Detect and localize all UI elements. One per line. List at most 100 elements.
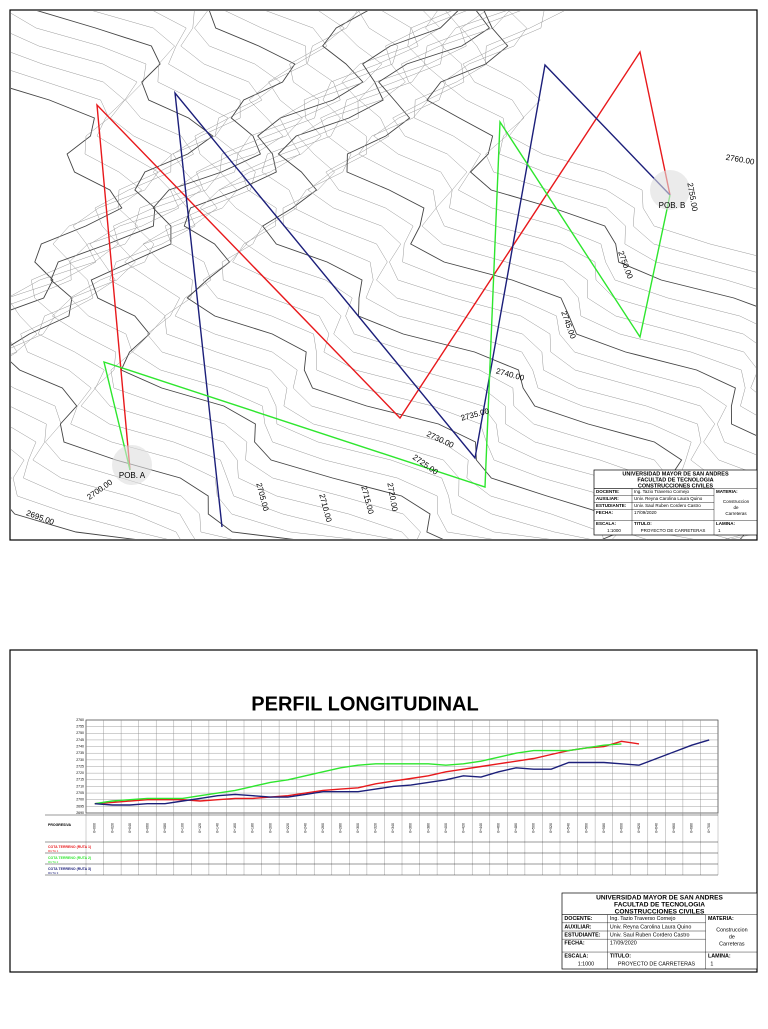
x-tick-label: 0+540 [567,823,571,833]
profile-line [94,743,622,805]
x-tick-label: 0+240 [303,823,307,833]
x-tick-label: 0+640 [654,823,658,833]
x-tick-label: 0+620 [637,823,641,833]
x-tick-label: 0+560 [584,823,588,833]
y-tick-label: 2745 [76,738,84,742]
block-header: FACULTAD DE TECNOLOGIA [637,477,713,483]
contour [183,11,621,539]
block-value: PROYECTO DE CARRETERAS [618,962,696,968]
x-tick-label: 0+500 [532,823,536,833]
block-value: 1:1000 [607,528,621,533]
block-header: CONSTRUCCIONES CIVILES [638,483,714,489]
block-label: MATERIA: [716,489,738,494]
block-label: LAMINA: [716,521,735,526]
block-label: DOCENTE: [564,916,592,922]
block-value: PROYECTO DE CARRETERAS [641,528,706,533]
block-value: Univ. Reyna Carolina Laura Quino [610,924,691,930]
x-tick-label: 0+000 [93,823,97,833]
route-red [96,50,671,471]
contour [11,12,233,539]
block-value: Ing. Tazio Traverso Cornejo [634,489,689,494]
block-value: Construccion de Carreteras [716,928,747,948]
x-tick-label: 0+320 [374,823,378,833]
x-tick-label: 0+660 [672,823,676,833]
x-tick-label: 0+480 [514,823,518,833]
block-header: CONSTRUCCIONES CIVILES [615,908,705,915]
x-tick-label: 0+180 [251,823,255,833]
contour [142,11,591,539]
pob-a: POB. A [119,471,146,480]
x-tick-label: 0+200 [268,823,272,833]
contour [282,11,756,539]
y-tick-label: 2735 [76,751,84,755]
row-label: PROGRESIVA [48,823,72,827]
block-value: Univ. Saul Ruben Cordero Castro [610,933,690,939]
block-label: ESCALA: [564,954,588,960]
block-label: FECHA: [564,941,585,947]
block-label: FECHA: [596,510,613,515]
y-tick-label: 2725 [76,764,84,768]
x-tick-label: 0+600 [619,823,623,833]
contour [245,11,731,539]
contour [51,11,409,539]
block-label: ESCALA: [596,521,617,526]
y-tick-label: 2715 [76,778,84,782]
contour [484,11,756,256]
x-tick-label: 0+280 [338,823,342,833]
profile-line [94,739,710,806]
x-tick-label: 0+080 [163,823,167,833]
route-green [103,119,671,488]
y-tick-label: 2755 [76,725,84,729]
route-blue [174,63,671,528]
y-tick-label: 2695 [76,804,84,808]
block-label: AUXILIAR: [596,496,619,501]
title-block: UNIVERSIDAD MAYOR DE SAN ANDRESFACULTAD … [593,469,758,536]
x-tick-label: 0+140 [216,823,220,833]
x-tick-label: 0+580 [602,823,606,833]
y-tick-label: 2730 [76,758,84,762]
contour [414,11,756,325]
block-value: 1:1000 [578,962,594,968]
y-tick-label: 2710 [76,784,84,788]
contour [373,11,756,393]
contour [37,11,394,539]
x-tick-label: 0+220 [286,823,290,833]
legend-entry: RUTA 2 [48,860,59,864]
legend-entry: RUTA 3 [48,871,59,875]
pob-b-hatch [650,170,690,210]
x-tick-label: 0+360 [409,823,413,833]
contour [262,11,748,539]
row-label: COTA TERRENO (RUTA 3) [48,867,91,871]
contours [11,11,756,539]
block-value: Univ. Saul Ruben Cordero Castro [634,503,701,508]
title-block: UNIVERSIDAD MAYOR DE SAN ANDRESFACULTAD … [561,892,758,970]
y-tick-label: 2705 [76,791,84,795]
contour [293,11,756,539]
row-label: COTA TERRENO (RUTA 1) [48,845,91,849]
contour [307,11,756,539]
contour [164,11,604,539]
contour [20,11,354,539]
x-tick-label: 0+060 [145,823,149,833]
contour [90,11,444,539]
block-header: UNIVERSIDAD MAYOR DE SAN ANDRES [622,471,729,477]
block-label: MATERIA: [708,916,734,922]
x-tick-label: 0+380 [426,823,430,833]
y-tick-label: 2740 [76,744,84,748]
contour [325,11,756,455]
x-tick-label: 0+260 [321,823,325,833]
block-label: LAMINA: [708,954,731,960]
x-tick-label: 0+700 [707,823,711,833]
x-tick-label: 0+400 [444,823,448,833]
profile-chart: 2690 2695 2700 2705 2710 2715 2720 2725 2730 2735… [45,718,719,876]
block-value: 17/09/2020 [634,510,657,515]
contour [346,11,756,436]
x-tick-label: 0+680 [690,823,694,833]
x-tick-label: 0+020 [110,823,114,833]
block-label: ESTUDIANTE: [564,933,600,939]
y-tick-label: 2760 [76,718,84,722]
block-label: AUXILIAR: [564,924,591,930]
x-tick-label: 0+340 [391,823,395,833]
y-tick-label: 2690 [76,811,84,815]
